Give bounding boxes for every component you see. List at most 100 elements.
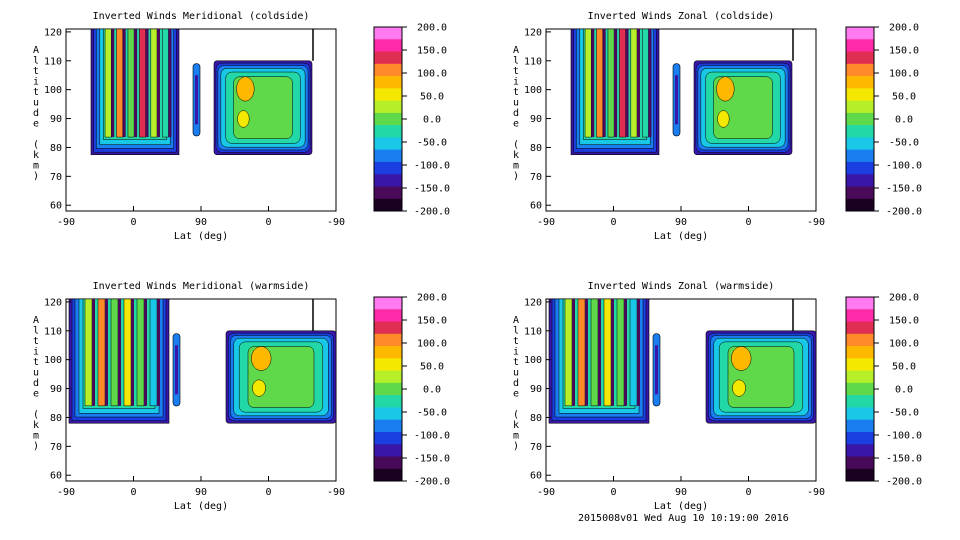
x-tick-label: -90 [537,487,555,498]
x-tick-label: 0 [610,217,616,228]
contour-band [168,29,172,138]
y-tick-label: 110 [524,326,542,337]
contour-band [716,76,735,102]
colorbar-swatch [846,186,874,200]
contour-band [162,29,169,138]
colorbar-swatch [374,198,402,212]
x-tick-label: 0 [610,487,616,498]
y-tick-label: 120 [44,297,62,308]
contour-band [157,29,160,138]
colorbar-swatch [846,321,874,335]
contour-band [717,110,730,128]
colorbar-swatch [374,431,402,445]
colorbar-swatch [374,174,402,187]
chart-panel-2: Inverted Winds Zonal (coldside) 120 110 100… [513,11,922,242]
x-tick-label: -90 [327,487,345,498]
colorbar-swatch [846,76,874,89]
colorbar-swatch [846,88,874,102]
y-tick-label: 100 [44,85,62,96]
colorbar-swatch [374,186,402,200]
contour-band [84,299,93,407]
contour-band [157,299,160,406]
contour-band [97,299,106,407]
y-axis-label-char: t [33,87,39,98]
contour-band [139,29,146,138]
y-axis-label-char: k [33,150,39,161]
colorbar-tick-label: -200.0 [886,477,922,488]
y-axis-label-char: ( [33,140,39,151]
y-axis-label-char: l [513,326,519,337]
colorbar-tick-label: 0.0 [423,385,441,396]
y-axis-label-char: t [33,357,39,368]
x-tick-label: -90 [327,217,345,228]
contour-band [611,299,614,406]
colorbar-tick-label: -50.0 [417,138,447,149]
colorbar-tick-label: 50.0 [892,92,916,103]
contour-band [104,29,112,138]
y-axis-label-char: ) [33,171,39,182]
y-axis-label-char: ( [513,140,519,151]
colorbar-swatch [846,382,874,396]
colorbar-swatch [374,346,402,359]
contour-band [564,299,573,407]
y-axis-label-char: e [33,389,39,400]
colorbar-swatch [374,321,402,335]
y-axis-label-char: t [513,87,519,98]
y-axis-label-char: i [513,77,519,88]
colorbar-swatch [846,444,874,457]
y-axis-label-char: u [513,98,519,109]
colorbar-tick-label: 150.0 [417,46,447,57]
y-axis-label-char: m [513,161,519,172]
colorbar-swatch [846,112,874,126]
colorbar-swatch [374,39,402,53]
colorbar-tick-label: 150.0 [889,46,919,57]
y-axis-label-char: A [33,45,39,56]
contour-band [110,299,119,407]
x-tick-label: -90 [57,217,75,228]
x-tick-label: 0 [745,487,751,498]
x-tick-label: -90 [57,487,75,498]
contour-band [616,299,625,407]
contour-band [118,299,121,406]
contour-band [195,75,198,125]
y-axis-label-char: d [513,108,519,119]
colorbar-tick-label: -100.0 [886,431,922,442]
y-axis-label-char: i [513,347,519,358]
colorbar-swatch [846,63,874,77]
colorbar-swatch [374,161,402,175]
contour-band [236,76,255,102]
x-tick-label: -90 [807,487,825,498]
contour-field [68,299,336,424]
y-tick-label: 110 [524,56,542,67]
colorbar-swatch [374,297,402,310]
contour-band [731,346,752,371]
y-axis-label-char: l [33,56,39,67]
y-tick-label: 70 [50,442,62,453]
colorbar-swatch [374,149,402,163]
contour-band [572,299,575,406]
contour-band [111,29,115,138]
contour-band [624,299,627,406]
y-axis-label-char: ) [513,441,519,452]
y-tick-label: 100 [524,355,542,366]
colorbar-swatch [374,125,402,138]
colorbar-tick-label: 100.0 [889,339,919,350]
contour-band [131,299,134,406]
colorbar-swatch [846,395,874,408]
colorbar-swatch [846,468,874,482]
contour-band [175,345,178,395]
colorbar-tick-label: 200.0 [889,293,919,304]
colorbar-swatch [846,419,874,433]
contour-field [570,29,794,155]
contour-band [150,29,158,138]
colorbar-swatch [846,174,874,187]
y-tick-label: 80 [530,143,542,154]
y-axis-label-char: t [513,336,519,347]
contour-band [145,29,149,138]
x-tick-label: 90 [195,487,207,498]
colorbar: 200.0 150.0 100.0 50.0 0.0 -50.0 -100.0 -150.0 -… [845,293,922,488]
y-tick-label: 90 [50,384,62,395]
y-axis-label-char: m [33,161,39,172]
colorbar-swatch [846,346,874,359]
